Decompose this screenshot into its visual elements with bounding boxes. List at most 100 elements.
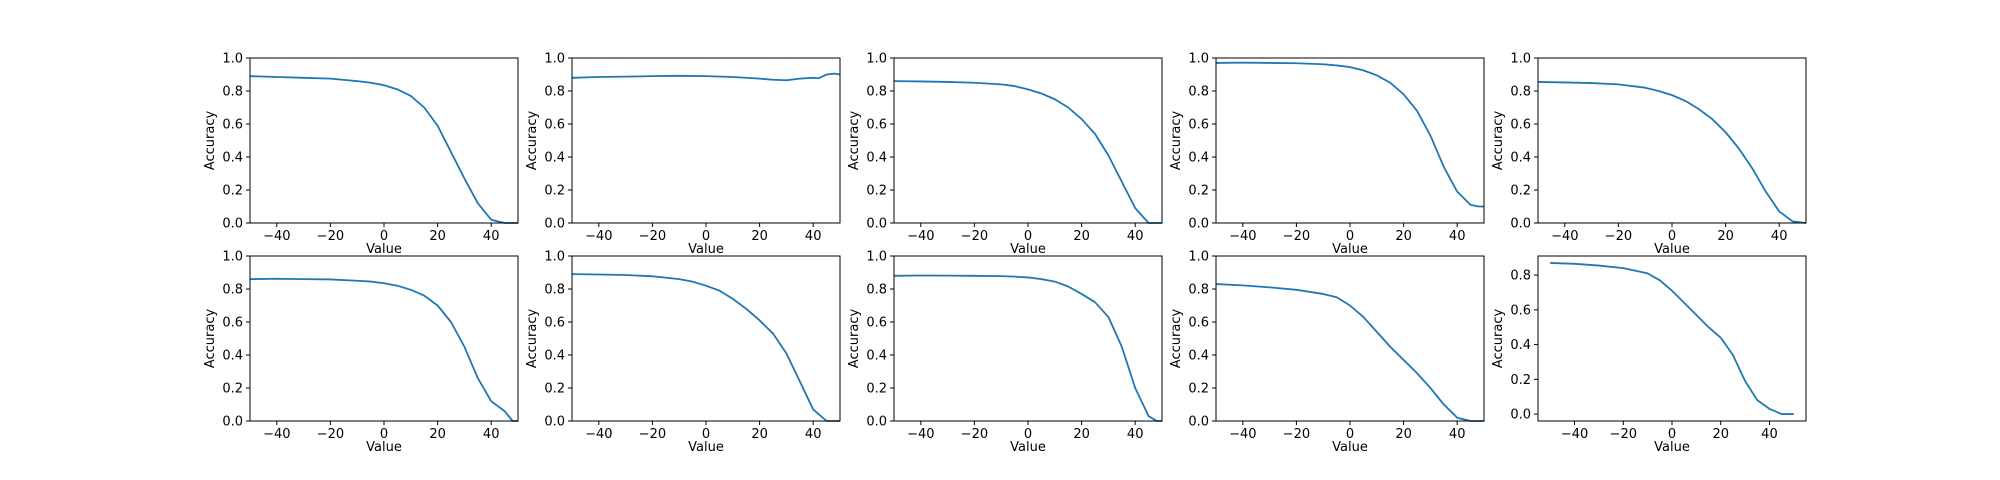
- y-axis-label: Accuracy: [1491, 309, 1506, 369]
- y-tick-label: 0.2: [866, 382, 887, 397]
- y-tick-label: 0.2: [1510, 184, 1531, 199]
- y-tick-label: 0.8: [1510, 85, 1531, 100]
- y-tick-label: 0.0: [1188, 415, 1209, 430]
- series-line: [571, 72, 841, 82]
- y-tick-label: 1.0: [544, 52, 565, 67]
- x-tick-label: 0: [702, 229, 710, 244]
- y-tick-label: 0.0: [1510, 217, 1531, 232]
- y-tick-label: 0.2: [222, 184, 243, 199]
- x-tick-label: −20: [317, 229, 344, 244]
- y-tick-label: 0.0: [544, 217, 565, 232]
- subplot-8: −40 −20 0 20 40 0.0 0.2 0.4 0.6 0.8 1.0 Value Accura…: [847, 250, 1163, 455]
- y-tick-label: 0.2: [1510, 373, 1531, 388]
- x-tick-label: 0: [702, 427, 710, 442]
- x-tick-label: 40: [1449, 427, 1466, 442]
- y-tick-label: 0.8: [1188, 85, 1209, 100]
- y-tick-label: 0.6: [866, 118, 887, 133]
- x-tick-label: 0: [1024, 229, 1032, 244]
- y-axis-label: Accuracy: [1491, 111, 1506, 171]
- x-tick-label: −40: [1551, 229, 1578, 244]
- x-tick-label: −20: [1283, 427, 1310, 442]
- x-tick-label: −20: [961, 427, 988, 442]
- y-axis-label: Accuracy: [203, 111, 218, 171]
- x-tick-label: 40: [483, 427, 500, 442]
- y-tick-label: 0.0: [222, 415, 243, 430]
- x-axis-label: Value: [1010, 440, 1046, 455]
- y-tick-label: 0.8: [544, 85, 565, 100]
- x-tick-label: −20: [317, 427, 344, 442]
- y-tick-label: 0.0: [544, 415, 565, 430]
- y-tick-label: 0.6: [222, 316, 243, 331]
- y-tick-label: 0.6: [866, 316, 887, 331]
- y-tick-label: 0.4: [222, 151, 243, 166]
- x-tick-label: 20: [1073, 229, 1090, 244]
- series-line: [571, 273, 840, 422]
- x-tick-label: 20: [429, 427, 446, 442]
- y-tick-label: 0.2: [1188, 382, 1209, 397]
- axes-frame: [1215, 255, 1485, 422]
- y-tick-label: 0.6: [1510, 303, 1531, 318]
- y-tick-label: 0.4: [222, 349, 243, 364]
- axes-frame: [1537, 255, 1807, 422]
- series-line: [893, 80, 1162, 224]
- x-tick-label: 20: [751, 229, 768, 244]
- y-tick-label: 0.8: [866, 85, 887, 100]
- y-tick-label: 0.0: [1188, 217, 1209, 232]
- axes-frame: [893, 57, 1163, 224]
- x-tick-label: 0: [1024, 427, 1032, 442]
- x-axis-label: Value: [1654, 242, 1690, 257]
- y-tick-label: 1.0: [1188, 52, 1209, 67]
- y-tick-label: 0.8: [544, 283, 565, 298]
- y-tick-label: 1.0: [1510, 52, 1531, 67]
- x-tick-label: −20: [1605, 229, 1632, 244]
- x-tick-label: 0: [1346, 229, 1354, 244]
- series-line: [1550, 262, 1794, 415]
- y-tick-label: 0.6: [544, 316, 565, 331]
- x-tick-label: 20: [1395, 427, 1412, 442]
- x-tick-label: 40: [1761, 427, 1778, 442]
- y-tick-label: 0.2: [866, 184, 887, 199]
- series-line: [1537, 81, 1807, 224]
- y-tick-label: 0.6: [1188, 118, 1209, 133]
- axes-frame: [249, 255, 519, 422]
- x-axis-label: Value: [1332, 242, 1368, 257]
- x-tick-label: −40: [263, 427, 290, 442]
- y-axis-label: Accuracy: [525, 309, 540, 369]
- x-tick-label: 0: [1668, 427, 1676, 442]
- x-axis-label: Value: [688, 242, 724, 257]
- y-tick-label: 0.8: [1188, 283, 1209, 298]
- subplot-1: −40 −20 0 20 40 0.0 0.2 0.4 0.6 0.8 1.0 Value Accura…: [203, 52, 519, 257]
- x-axis-label: Value: [366, 440, 402, 455]
- x-tick-label: 0: [380, 427, 388, 442]
- x-tick-label: 0: [1346, 427, 1354, 442]
- x-tick-label: −20: [961, 229, 988, 244]
- y-tick-label: 1.0: [1188, 250, 1209, 265]
- x-axis-label: Value: [688, 440, 724, 455]
- x-tick-label: −20: [1610, 427, 1637, 442]
- x-tick-label: 40: [805, 427, 822, 442]
- y-tick-label: 0.8: [222, 283, 243, 298]
- subplot-9: −40 −20 0 20 40 0.0 0.2 0.4 0.6 0.8 1.0 Value Accura…: [1169, 250, 1485, 455]
- y-axis-label: Accuracy: [1169, 111, 1184, 171]
- y-tick-label: 0.6: [1188, 316, 1209, 331]
- axes-frame: [1215, 57, 1485, 224]
- x-tick-label: 40: [483, 229, 500, 244]
- subplot-4: −40 −20 0 20 40 0.0 0.2 0.4 0.6 0.8 1.0 Value Accura…: [1169, 52, 1485, 257]
- x-tick-label: 40: [805, 229, 822, 244]
- x-tick-label: −40: [585, 229, 612, 244]
- y-tick-label: 0.4: [866, 151, 887, 166]
- subplot-3: −40 −20 0 20 40 0.0 0.2 0.4 0.6 0.8 1.0 Value Accura…: [847, 52, 1163, 257]
- x-tick-label: −20: [1283, 229, 1310, 244]
- y-axis-label: Accuracy: [525, 111, 540, 171]
- y-tick-label: 0.4: [1188, 349, 1209, 364]
- y-tick-label: 0.4: [544, 349, 565, 364]
- y-tick-label: 0.4: [544, 151, 565, 166]
- y-tick-label: 0.0: [1510, 408, 1531, 423]
- series-line: [249, 277, 518, 422]
- y-axis-label: Accuracy: [203, 309, 218, 369]
- y-tick-label: 0.2: [544, 382, 565, 397]
- y-tick-label: 0.2: [1188, 184, 1209, 199]
- x-tick-label: 20: [1395, 229, 1412, 244]
- y-tick-label: 1.0: [866, 250, 887, 265]
